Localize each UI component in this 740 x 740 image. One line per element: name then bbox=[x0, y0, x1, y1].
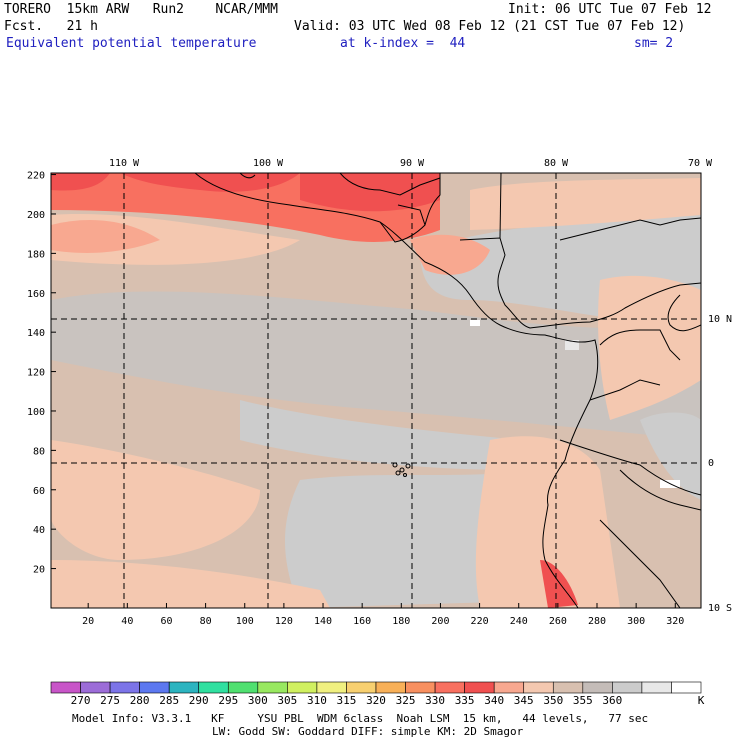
colorbar-swatch bbox=[198, 681, 229, 694]
y-tick-label: 200 bbox=[27, 210, 45, 221]
colorbar-swatch bbox=[316, 681, 347, 694]
colorbar-label: 335 bbox=[454, 694, 475, 707]
y-tick-label: 60 bbox=[33, 486, 45, 497]
colorbar-label: 285 bbox=[159, 694, 180, 707]
lat-label: 0 bbox=[708, 458, 714, 469]
x-tick-label: 200 bbox=[431, 616, 449, 627]
x-tick-label: 140 bbox=[314, 616, 332, 627]
colorbar-swatch bbox=[464, 681, 495, 694]
x-tick-label: 260 bbox=[549, 616, 567, 627]
lat-label: 10 N bbox=[708, 314, 732, 325]
galapagos-islands bbox=[392, 462, 411, 477]
y-tick-label: 20 bbox=[33, 565, 45, 576]
y-tick-label: 160 bbox=[27, 289, 45, 300]
field-name: Equivalent potential temperature bbox=[6, 36, 257, 51]
colorbar-swatch bbox=[434, 681, 465, 694]
colorbar-swatch bbox=[287, 681, 318, 694]
forecast-hour: Fcst. 21 h bbox=[4, 19, 98, 34]
valid-time: Valid: 03 UTC Wed 08 Feb 12 (21 CST Tue … bbox=[294, 19, 686, 34]
y-tick-label: 220 bbox=[27, 171, 45, 182]
colorbar-swatch bbox=[346, 681, 377, 694]
x-tick-label: 100 bbox=[236, 616, 254, 627]
model-info-line: Model Info: V3.3.1 KF YSU PBL WDM 6class… bbox=[72, 712, 649, 725]
colorbar-swatch bbox=[552, 681, 584, 694]
top-lon-labels: 110 W 100 W 90 W 80 W 70 W bbox=[109, 158, 713, 169]
lon-label: 80 W bbox=[544, 158, 569, 169]
colorbar-swatch bbox=[139, 681, 170, 694]
colorbar-swatch bbox=[80, 681, 111, 694]
colorbar-swatch bbox=[405, 681, 436, 694]
y-tick-label: 80 bbox=[33, 446, 45, 457]
colorbar-label: 275 bbox=[100, 694, 121, 707]
lon-label: 110 W bbox=[109, 158, 140, 169]
colorbar-swatch bbox=[109, 681, 140, 694]
x-tick-label: 220 bbox=[471, 616, 489, 627]
x-tick-label: 20 bbox=[82, 616, 94, 627]
x-tick-label: 300 bbox=[627, 616, 645, 627]
coastlines bbox=[194, 173, 701, 608]
colorbar-label: 295 bbox=[218, 694, 239, 707]
model-title: TORERO 15km ARW Run2 NCAR/MMM bbox=[4, 2, 278, 17]
colorbar-label: 305 bbox=[277, 694, 298, 707]
colorbar-label: 300 bbox=[247, 694, 268, 707]
x-tick-label: 60 bbox=[160, 616, 172, 627]
colorbar-swatch bbox=[523, 681, 554, 694]
map-frame bbox=[50, 172, 702, 609]
colorbar-label: 355 bbox=[572, 694, 593, 707]
colorbar-swatch bbox=[168, 681, 200, 694]
colorbar-label: 360 bbox=[602, 694, 623, 707]
init-time: Init: 06 UTC Tue 07 Feb 12 bbox=[508, 2, 712, 17]
smoothing: sm= 2 bbox=[634, 36, 674, 51]
lon-label: 90 W bbox=[400, 158, 425, 169]
colorbar-label: 315 bbox=[336, 694, 357, 707]
colorbar-swatch bbox=[612, 681, 643, 694]
colorbar-swatch bbox=[493, 681, 525, 694]
x-tick-label: 120 bbox=[275, 616, 293, 627]
y-tick-label: 100 bbox=[27, 407, 45, 418]
x-tick-label: 180 bbox=[392, 616, 410, 627]
colorbar bbox=[50, 681, 702, 694]
x-tick-label: 40 bbox=[121, 616, 133, 627]
y-tick-label: 120 bbox=[27, 368, 45, 379]
colorbar-label: 290 bbox=[188, 694, 209, 707]
colorbar-swatch bbox=[641, 681, 672, 694]
lat-label: 10 S bbox=[708, 603, 732, 614]
lon-label: 70 W bbox=[688, 158, 713, 169]
map-field bbox=[51, 173, 701, 608]
colorbar-swatch bbox=[257, 681, 288, 694]
x-tick-label: 280 bbox=[588, 616, 606, 627]
colorbar-label: K bbox=[697, 694, 705, 707]
colorbar-swatch bbox=[582, 681, 613, 694]
colorbar-swatch bbox=[375, 681, 406, 694]
colorbar-label: 330 bbox=[425, 694, 446, 707]
lon-label: 100 W bbox=[253, 158, 284, 169]
colorbar-label: 340 bbox=[484, 694, 505, 707]
level-index: at k-index = 44 bbox=[340, 36, 466, 51]
colorbar-label: 325 bbox=[395, 694, 416, 707]
colorbar-label: 310 bbox=[306, 694, 327, 707]
right-lat-labels: 10 N 0 10 S bbox=[708, 314, 732, 614]
physics-info-line: LW: Godd SW: Goddard DIFF: simple KM: 2D… bbox=[212, 725, 524, 738]
graticule bbox=[51, 173, 701, 608]
x-tick-label: 160 bbox=[353, 616, 371, 627]
left-grid-index-ticks: 20 40 60 80 100 120 140 160 180 200 220 bbox=[27, 171, 56, 576]
colorbar-swatch bbox=[50, 681, 81, 694]
colorbar-label: 345 bbox=[513, 694, 534, 707]
x-tick-label: 240 bbox=[510, 616, 528, 627]
colorbar-label: 270 bbox=[70, 694, 91, 707]
colorbar-swatch bbox=[227, 681, 259, 694]
colorbar-swatch bbox=[671, 681, 702, 694]
colorbar-label: 280 bbox=[129, 694, 150, 707]
bottom-grid-index-ticks: 20 40 60 80 100 120 140 160 180 200 220 240 260 280 30… bbox=[82, 603, 684, 627]
y-tick-label: 40 bbox=[33, 525, 45, 536]
colorbar-label: 320 bbox=[366, 694, 386, 707]
x-tick-label: 320 bbox=[666, 616, 684, 627]
colorbar-label: 350 bbox=[543, 694, 564, 707]
y-tick-label: 180 bbox=[27, 249, 45, 260]
x-tick-label: 80 bbox=[200, 616, 212, 627]
y-tick-label: 140 bbox=[27, 328, 45, 339]
